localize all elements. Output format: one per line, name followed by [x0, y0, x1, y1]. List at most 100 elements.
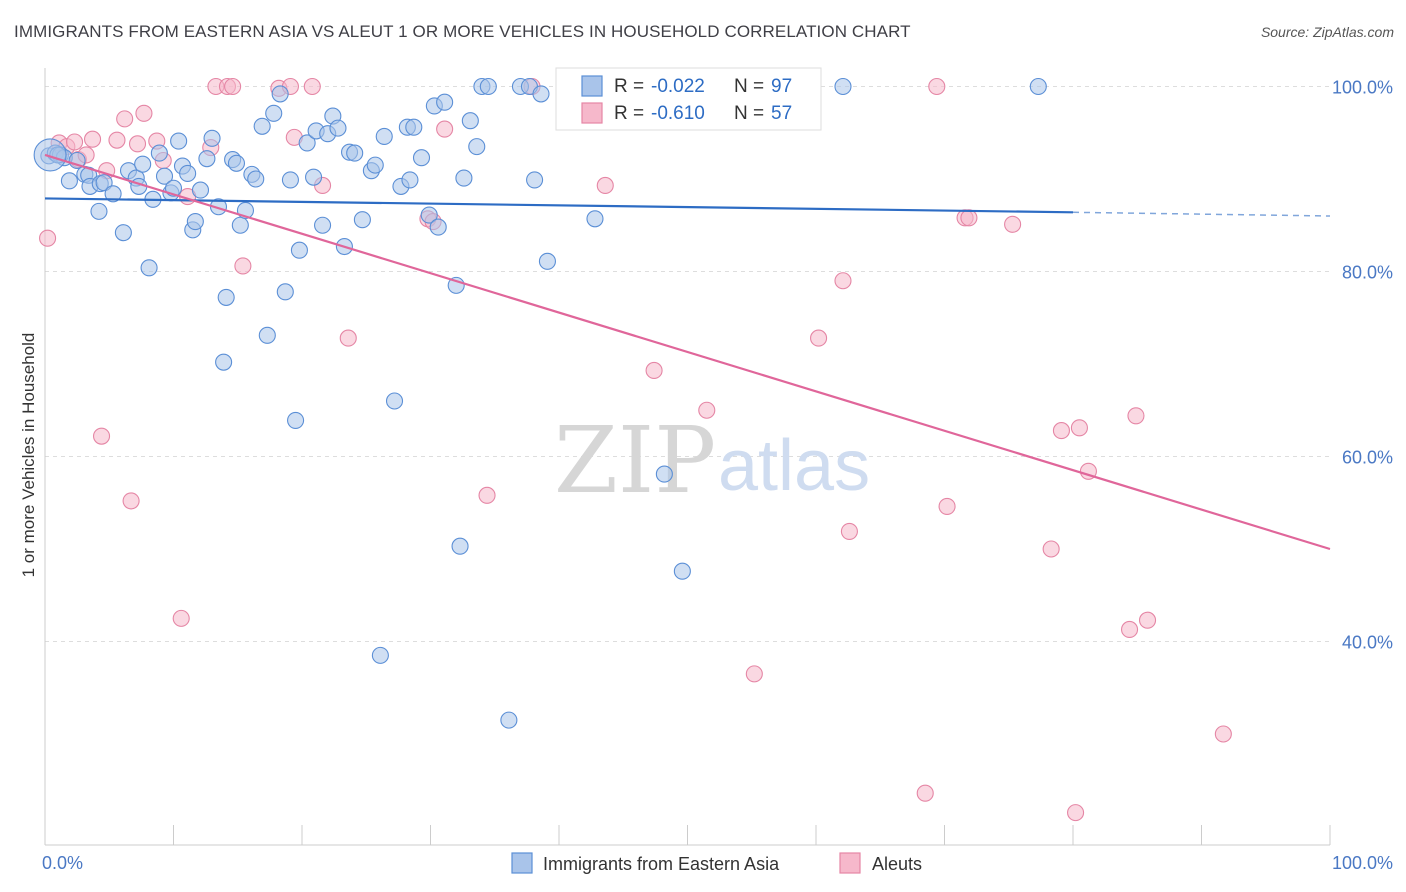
data-point [303, 77, 321, 96]
bottom-legend-swatch-blue [511, 852, 533, 874]
data-point [90, 202, 108, 220]
data-point [114, 224, 132, 242]
data-point [451, 537, 469, 555]
data-point [155, 167, 174, 185]
data-point [412, 149, 431, 167]
data-point [455, 169, 473, 187]
data-point [353, 211, 371, 229]
data-point [1052, 422, 1070, 440]
data-point [234, 257, 252, 275]
data-point [134, 155, 152, 173]
data-point [371, 646, 389, 664]
data-point [339, 329, 357, 347]
data-point [1004, 215, 1022, 233]
data-point [276, 283, 294, 301]
watermark-zip: ZIP [554, 407, 716, 514]
data-point [224, 77, 242, 96]
bottom-legend-label-pink: Aleuts [872, 854, 922, 874]
data-point [645, 361, 663, 380]
data-point [834, 77, 852, 96]
data-point [179, 164, 197, 182]
data-point [60, 172, 78, 190]
data-point [1070, 419, 1088, 437]
data-point [170, 132, 188, 150]
data-point [375, 127, 393, 145]
data-point [468, 138, 486, 156]
stats-legend: R = -0.022 N = 97 R = -0.610 N = 57 [555, 67, 822, 131]
data-point [198, 150, 216, 168]
data-point [215, 353, 233, 371]
series-eastern-asia-points [33, 77, 1047, 729]
data-point [1214, 725, 1232, 743]
legend-swatch-blue [581, 75, 603, 97]
y-tick-label: 100.0% [1332, 78, 1393, 98]
legend-n-label-blue: N = [734, 76, 764, 97]
data-point [247, 170, 265, 188]
data-point-large [33, 138, 67, 172]
data-point [834, 272, 852, 290]
data-point [128, 135, 147, 153]
x-tick-label: 0.0% [42, 853, 83, 873]
data-point [436, 93, 454, 111]
data-point [938, 497, 956, 516]
data-point [346, 144, 364, 162]
data-point [596, 176, 614, 195]
data-point [698, 401, 716, 419]
data-point [305, 168, 323, 186]
data-point [66, 133, 84, 151]
data-point [429, 218, 447, 236]
data-point [265, 104, 283, 122]
data-point [314, 216, 332, 234]
data-point [1042, 540, 1060, 558]
data-point [287, 411, 305, 429]
bottom-legend-swatch-pink [839, 852, 861, 874]
chart-source: Source: ZipAtlas.com [1260, 24, 1394, 40]
legend-n-value-pink: 57 [771, 103, 792, 124]
legend-r-label-pink: R = [614, 103, 644, 124]
data-point [526, 171, 544, 189]
chart-title: IMMIGRANTS FROM EASTERN ASIA VS ALEUT 1 … [14, 22, 911, 41]
data-point [500, 711, 518, 729]
data-point [281, 171, 299, 189]
data-point [810, 329, 828, 347]
data-point [1067, 804, 1085, 822]
legend-r-value-blue: -0.022 [651, 76, 705, 97]
y-axis-label: 1 or more Vehicles in Household [19, 333, 38, 578]
y-tick-label: 60.0% [1342, 448, 1393, 468]
data-point [186, 213, 204, 231]
data-point [1120, 620, 1139, 639]
data-point [191, 181, 210, 199]
data-point [271, 85, 289, 103]
data-point [673, 562, 691, 580]
data-point [405, 118, 423, 136]
data-point [401, 171, 419, 189]
series-legend: Immigrants from Eastern Asia Aleuts [511, 852, 922, 874]
legend-n-label-pink: N = [734, 103, 764, 124]
y-tick-label: 40.0% [1342, 633, 1393, 653]
data-point [745, 665, 763, 683]
data-point [258, 326, 276, 344]
legend-r-label-blue: R = [614, 76, 644, 97]
watermark: ZIP atlas [554, 407, 870, 514]
legend-r-value-pink: -0.610 [651, 103, 705, 124]
data-point [478, 486, 496, 504]
data-point [92, 427, 111, 445]
data-point [1127, 407, 1145, 425]
y-tick-labels: 100.0% 80.0% 60.0% 40.0% [1332, 78, 1393, 653]
data-point [290, 241, 308, 259]
trend-line-eastern-asia-extension [1072, 211, 1331, 217]
data-point [140, 259, 158, 277]
data-point [420, 206, 438, 224]
data-point [538, 252, 556, 270]
series-aleuts-points [39, 77, 1232, 822]
data-point [655, 465, 673, 483]
watermark-atlas: atlas [718, 426, 870, 506]
data-point [532, 85, 550, 103]
data-point [479, 77, 497, 96]
data-point [366, 156, 384, 174]
data-point [840, 522, 858, 540]
trend-lines [44, 153, 1331, 551]
data-point [172, 609, 190, 627]
data-point [83, 130, 102, 148]
